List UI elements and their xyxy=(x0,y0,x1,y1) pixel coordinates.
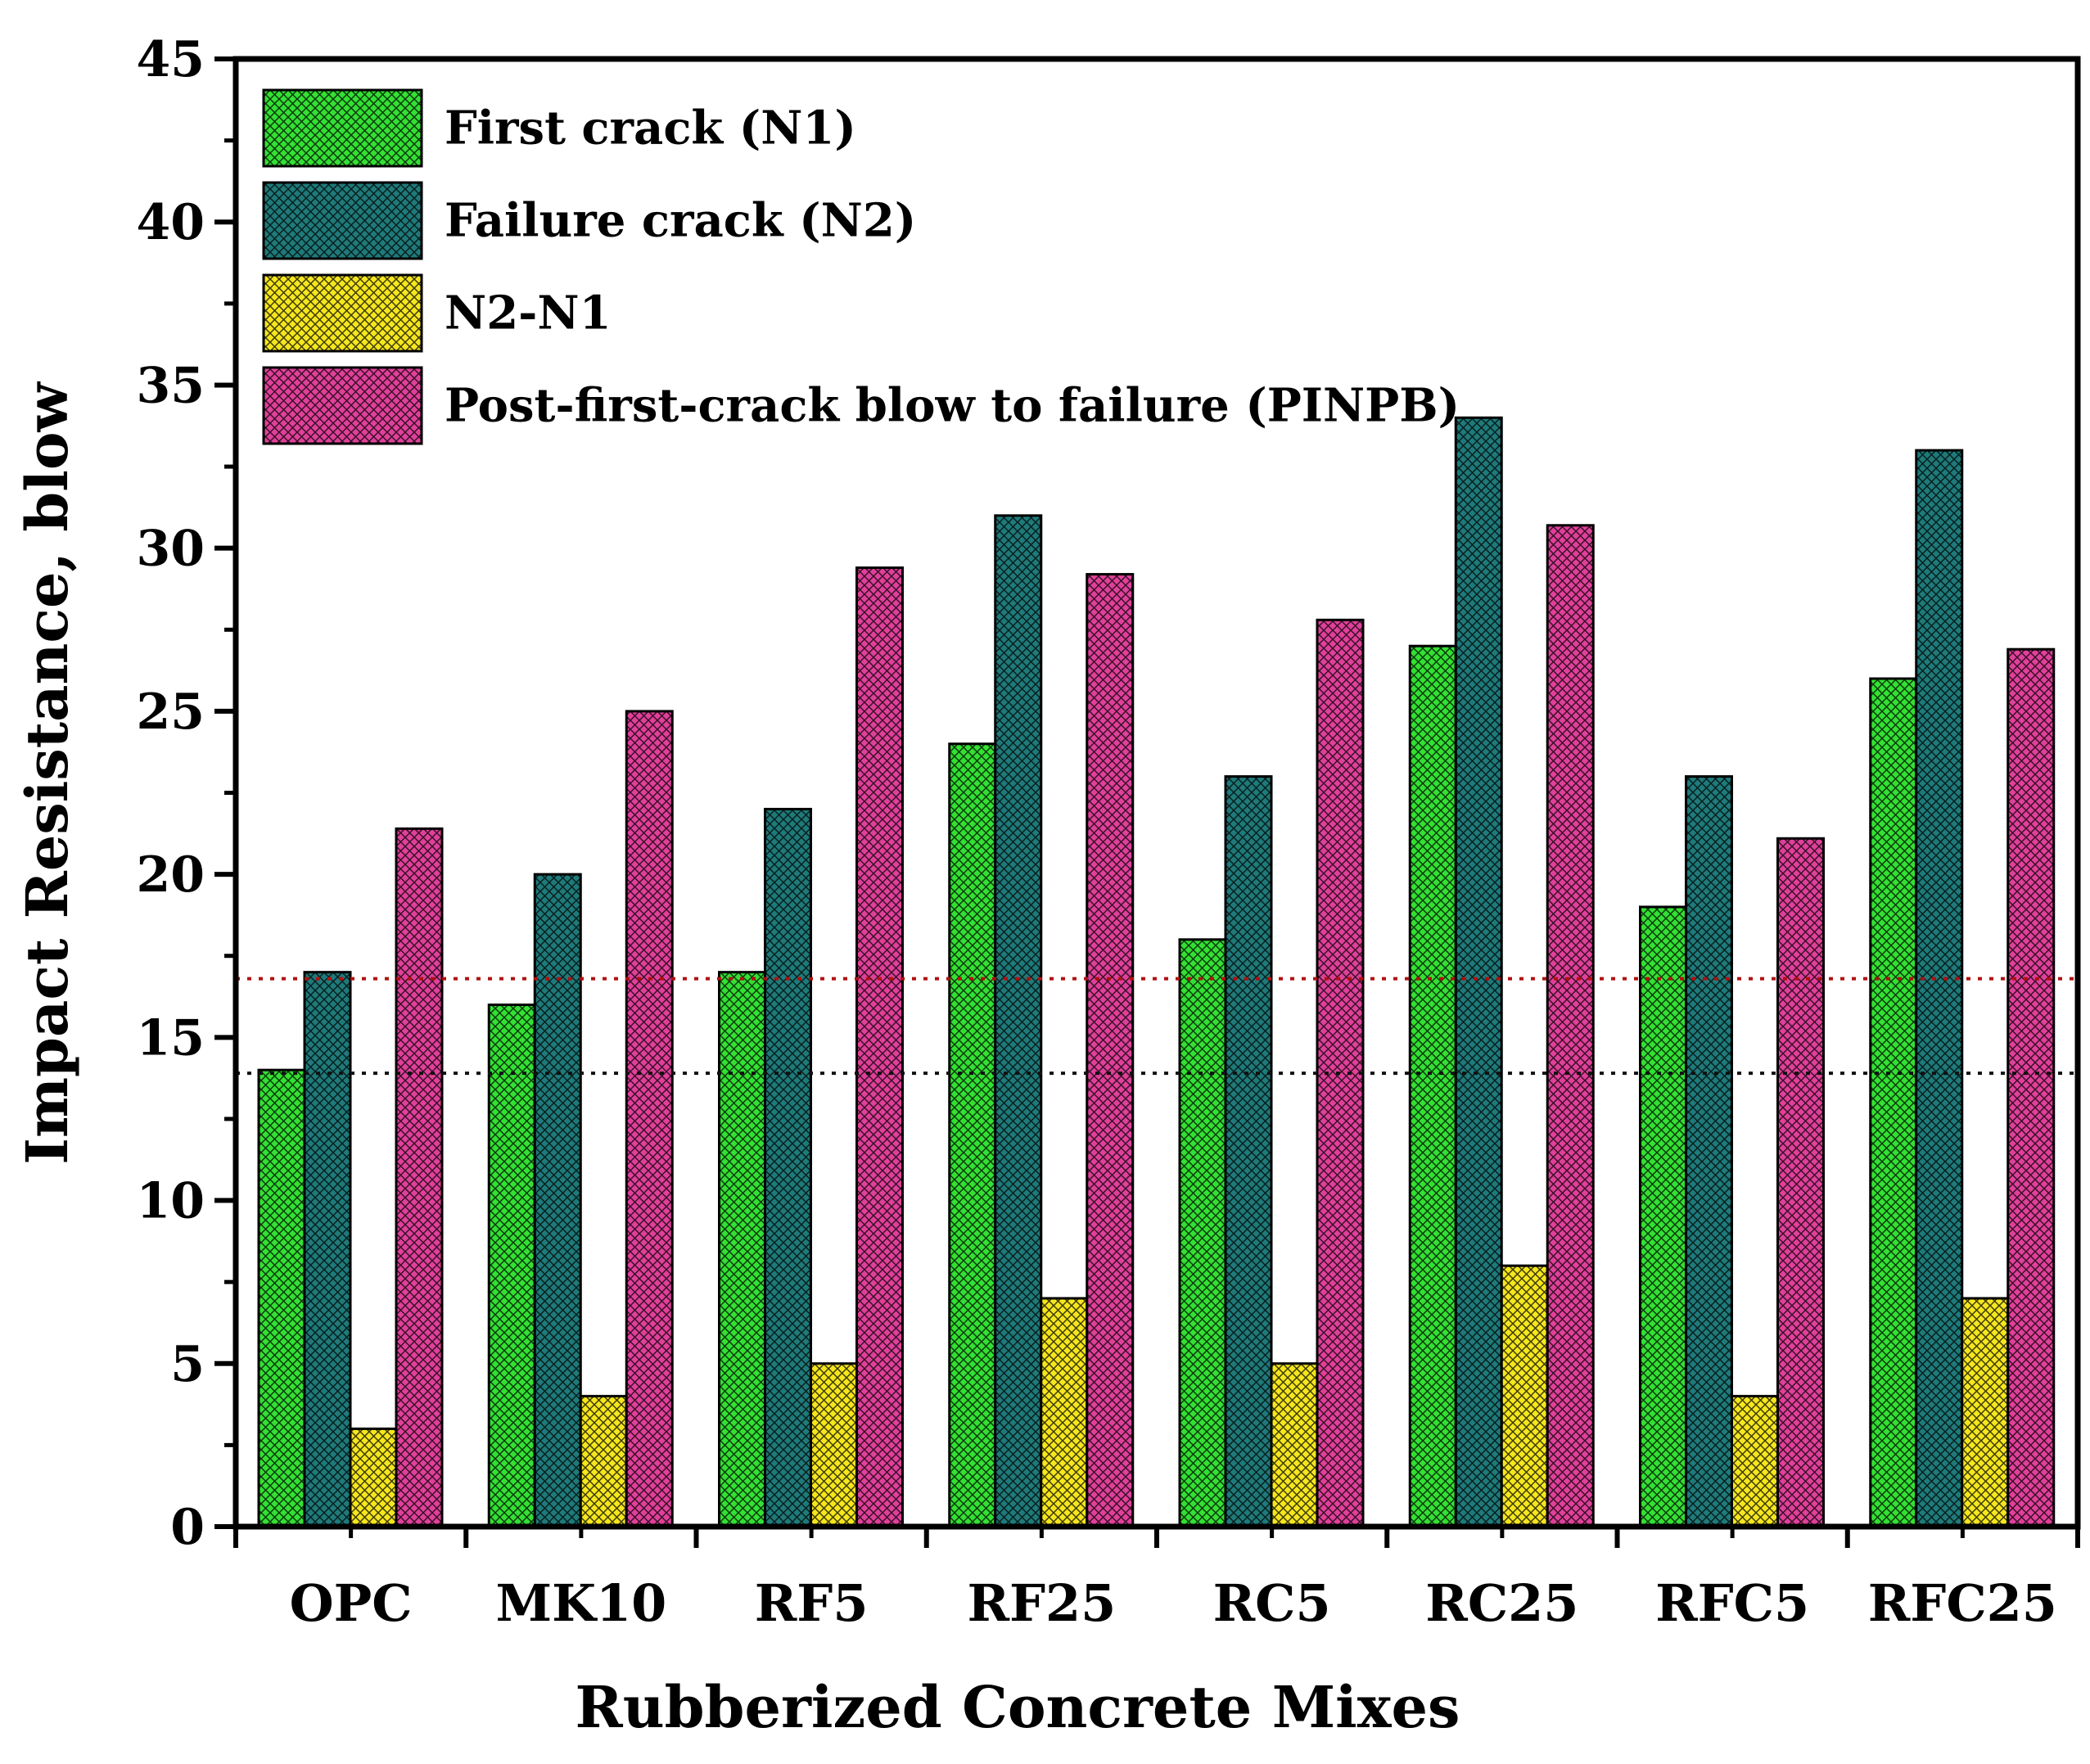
y-axis: 0 5 10 15 20 25 30 35 40 45 xyxy=(137,31,236,1556)
x-tick-label-rf5: RF5 xyxy=(755,1573,869,1633)
x-axis: OPC MK10 RF5 RF25 RC5 RC25 RFC5 RFC25 xyxy=(233,1527,2080,1633)
y-tick-label-30: 30 xyxy=(137,521,205,578)
bar-rc5-n2-n1 xyxy=(1270,1362,1319,1528)
y-tick-label-25: 25 xyxy=(137,683,205,741)
bar-rf25-n2-n1 xyxy=(1040,1297,1089,1528)
bar-mk10-post-first-crack-blow-to-failure-pinpb xyxy=(625,710,674,1528)
y-tick-label-40: 40 xyxy=(137,194,205,251)
bar-rf5-n2-n1 xyxy=(810,1362,858,1528)
bar-rf25-post-first-crack-blow-to-failure-pinpb xyxy=(1086,573,1135,1528)
bar-rc25-first-crack-n1 xyxy=(1408,644,1457,1528)
bars-layer xyxy=(257,416,2056,1528)
bar-rc5-failure-crack-n2 xyxy=(1224,775,1273,1528)
bar-rfc5-first-crack-n1 xyxy=(1639,905,1687,1528)
bar-rf5-failure-crack-n2 xyxy=(764,807,812,1528)
bar-opc-first-crack-n1 xyxy=(257,1068,306,1528)
x-tick-label-rfc5: RFC5 xyxy=(1655,1573,1809,1633)
x-tick-label-rf25: RF25 xyxy=(967,1573,1116,1633)
bar-rf5-first-crack-n1 xyxy=(718,971,766,1528)
x-tick-label-rc5: RC5 xyxy=(1213,1573,1331,1633)
bar-rfc5-post-first-crack-blow-to-failure-pinpb xyxy=(1776,837,1825,1528)
bar-mk10-failure-crack-n2 xyxy=(533,873,582,1528)
y-tick-label-10: 10 xyxy=(137,1173,205,1230)
bar-rc5-first-crack-n1 xyxy=(1178,938,1227,1528)
legend-swatch-post-first-crack-blow-to-failure-pinpb xyxy=(262,366,423,445)
bar-mk10-n2-n1 xyxy=(579,1395,628,1528)
y-tick-label-35: 35 xyxy=(137,357,205,414)
legend-label-first-crack-n1: First crack (N1) xyxy=(445,102,856,156)
y-axis-title: Impact Resistance, blow xyxy=(13,381,81,1164)
bar-rc25-post-first-crack-blow-to-failure-pinpb xyxy=(1546,524,1595,1528)
bar-opc-post-first-crack-blow-to-failure-pinpb xyxy=(395,827,444,1528)
y-tick-label-20: 20 xyxy=(137,846,205,904)
x-tick-label-mk10: MK10 xyxy=(495,1573,666,1633)
y-tick-label-15: 15 xyxy=(137,1009,205,1067)
bar-rf5-post-first-crack-blow-to-failure-pinpb xyxy=(855,566,904,1528)
legend-label-n2-n1: N2-N1 xyxy=(445,286,612,341)
bar-rf25-first-crack-n1 xyxy=(948,742,997,1528)
bar-rfc5-n2-n1 xyxy=(1731,1395,1779,1528)
bar-opc-n2-n1 xyxy=(349,1427,398,1528)
bar-rfc25-post-first-crack-blow-to-failure-pinpb xyxy=(2006,647,2056,1528)
legend-label-failure-crack-n2: Failure crack (N2) xyxy=(445,194,916,248)
y-tick-label-0: 0 xyxy=(170,1499,205,1556)
legend-swatch-failure-crack-n2 xyxy=(262,181,423,260)
bar-rc25-n2-n1 xyxy=(1500,1264,1549,1528)
x-tick-label-rc25: RC25 xyxy=(1425,1573,1578,1633)
bar-opc-failure-crack-n2 xyxy=(303,971,352,1528)
legend-label-post-first-crack-blow-to-failure-pinpb: Post-first-crack blow to failure (PINPB) xyxy=(445,379,1460,433)
bar-rfc5-failure-crack-n2 xyxy=(1685,775,1733,1528)
reference-lines xyxy=(236,977,2078,1076)
bar-rfc25-n2-n1 xyxy=(1961,1297,2010,1528)
y-tick-label-45: 45 xyxy=(137,31,205,88)
legend: First crack (N1) Failure crack (N2) N2-N1 P… xyxy=(262,88,1460,445)
bar-rfc25-first-crack-n1 xyxy=(1869,677,1918,1528)
bar-rfc25-failure-crack-n2 xyxy=(1915,449,1964,1528)
x-tick-label-rfc25: RFC25 xyxy=(1868,1573,2057,1633)
bar-rc25-failure-crack-n2 xyxy=(1454,416,1503,1528)
legend-swatch-first-crack-n1 xyxy=(262,88,423,168)
x-axis-title: Rubberized Concrete Mixes xyxy=(576,1673,1460,1741)
bar-rf25-failure-crack-n2 xyxy=(994,514,1043,1528)
bar-mk10-first-crack-n1 xyxy=(487,1003,536,1528)
x-tick-label-opc: OPC xyxy=(290,1573,413,1633)
legend-swatch-n2-n1 xyxy=(262,273,423,353)
y-tick-label-5: 5 xyxy=(170,1336,205,1393)
